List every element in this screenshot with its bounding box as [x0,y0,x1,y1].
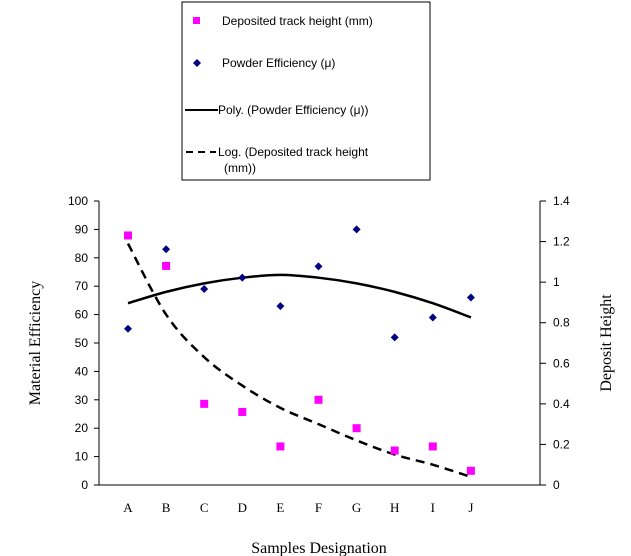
powder-efficiency-point [124,324,132,333]
deposited-height-point [352,424,361,433]
legend-label-poly: Poly. (Powder Efficiency (μ)) [218,103,369,117]
deposited-height-markers [124,231,475,475]
legend-label-deposited: Deposited track height (mm) [222,14,373,28]
x-tick-label: H [390,500,399,515]
deposited-height-point [124,231,132,240]
left-tick-label: 50 [75,336,89,350]
legend-box [181,1,431,181]
right-tick-label: 0 [553,478,560,492]
left-axis-ticks: 0 10 20 30 40 50 60 70 80 90 100 [68,194,99,492]
axes [98,201,541,486]
left-tick-label: 0 [81,478,88,492]
legend-label-powder: Powder Efficiency (μ) [222,56,335,70]
left-tick-label: 60 [75,308,89,322]
powder-efficiency-point [390,333,399,342]
left-tick-label: 10 [75,450,89,464]
right-tick-label: 1 [553,275,560,289]
x-tick-label: J [468,500,473,515]
powder-efficiency-point [428,313,437,322]
deposited-height-point [276,442,285,451]
deposited-height-point [466,466,475,475]
log-trendline [126,243,472,479]
x-tick-label: C [200,500,209,515]
deposited-height-point [314,395,323,404]
deposited-height-point [200,399,209,408]
right-tick-label: 0.6 [553,356,570,370]
left-tick-label: 30 [75,393,89,407]
deposited-height-point [238,407,247,416]
x-tick-label: A [123,500,133,515]
right-tick-label: 1.2 [553,235,570,249]
legend-label-log-line2: (mm)) [224,161,256,175]
powder-efficiency-point [352,225,361,234]
legend-marker-powder [193,59,201,67]
deposited-height-point [428,442,437,451]
left-tick-label: 70 [75,279,89,293]
powder-efficiency-point [466,293,475,302]
x-tick-label: E [276,500,284,515]
left-tick-label: 20 [75,421,89,435]
legend-marker-deposited [193,17,200,24]
poly-trendline [127,273,472,319]
left-tick-label: 80 [75,251,89,265]
legend-label-log-line1: Log. (Deposited track height [218,145,369,159]
right-tick-label: 0.4 [553,397,570,411]
x-tick-label: I [431,500,435,515]
powder-efficiency-markers [124,225,475,342]
x-tick-label: D [238,500,247,515]
x-tick-label: B [162,500,171,515]
left-tick-label: 90 [75,222,89,236]
powder-efficiency-point [314,262,323,271]
x-tick-label: F [315,500,322,515]
y-axis-title: Material Efficiency [27,281,44,406]
powder-efficiency-point [238,273,247,282]
left-tick-label: 40 [75,364,89,378]
x-axis-title: Samples Designation [251,540,387,556]
legend: Deposited track height (mm) Powder Effic… [181,1,431,181]
x-axis-ticks: A B C D E F G H I J [123,500,473,515]
right-tick-label: 0.2 [553,437,570,451]
trendlines [126,243,472,479]
powder-efficiency-point [276,302,285,311]
right-axis-ticks: 0 0.2 0.4 0.6 0.8 1 1.2 1.4 [540,194,570,492]
right-tick-label: 0.8 [553,316,570,330]
deposited-height-point [390,446,399,455]
powder-efficiency-point [162,245,171,254]
deposited-height-point [162,261,171,270]
y2-axis-title: Deposit Height [598,294,615,392]
right-tick-label: 1.4 [553,194,570,208]
powder-efficiency-point [200,285,209,294]
x-tick-label: G [352,500,361,515]
left-tick-label: 100 [68,194,88,208]
